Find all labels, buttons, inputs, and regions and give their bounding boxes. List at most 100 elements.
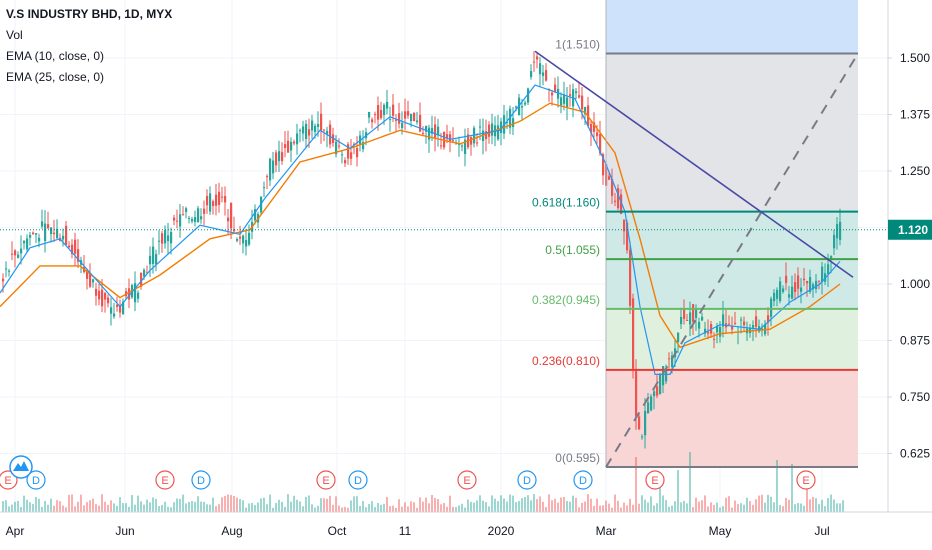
dividend-marker[interactable] <box>26 470 46 490</box>
volume-bar <box>785 497 787 512</box>
earnings-marker[interactable] <box>645 470 665 490</box>
volume-bar <box>197 496 199 512</box>
candle-body <box>830 256 833 261</box>
candle-body <box>659 373 662 395</box>
volume-bar <box>299 501 301 512</box>
earnings-marker[interactable] <box>796 470 816 490</box>
dividend-marker[interactable] <box>573 470 593 490</box>
volume-bar <box>833 499 835 512</box>
candle-body <box>227 217 230 222</box>
volume-bar <box>605 500 607 512</box>
volume-bar <box>341 507 343 512</box>
fibonacci-levels[interactable]: 1(1.510) 0.618(1.160) 0.5(1.055) 0.382(0.94… <box>0 0 888 469</box>
candle-body <box>419 114 422 132</box>
candle-body <box>203 208 206 214</box>
earnings-marker[interactable] <box>316 470 336 490</box>
volume-bar <box>371 501 373 512</box>
volume-bar <box>653 505 655 512</box>
candle-body <box>164 230 167 244</box>
volume-bar <box>716 502 718 512</box>
trendline-drawing[interactable] <box>534 50 854 278</box>
candle-body <box>314 125 317 132</box>
volume-bar <box>791 464 793 512</box>
candle-body <box>65 225 68 246</box>
legend-ema-25[interactable]: EMA (25, close, 0) <box>6 70 105 84</box>
volume-bar <box>353 496 355 512</box>
candle-body <box>728 323 731 325</box>
volume-bar <box>32 504 34 512</box>
volume-bar <box>416 507 418 512</box>
candle-body <box>374 114 377 116</box>
candle-body <box>788 294 791 298</box>
candle-body <box>296 133 299 145</box>
symbol-title[interactable]: V.S INDUSTRY BHD, 1D, MYX <box>6 7 173 21</box>
earnings-marker[interactable] <box>155 470 175 490</box>
candle-body <box>281 152 284 162</box>
candle-body <box>683 308 686 319</box>
dividend-marker[interactable] <box>517 470 537 490</box>
trendline[interactable] <box>534 50 854 278</box>
volume-bar <box>260 498 262 512</box>
price-tick-label: 1.250 <box>900 164 930 178</box>
volume-bar <box>488 506 490 512</box>
candle-body <box>599 134 602 154</box>
earnings-marker[interactable] <box>457 470 477 490</box>
volume-bar <box>257 502 259 512</box>
volume-bar <box>323 498 325 512</box>
legend-ema-10[interactable]: EMA (10, close, 0) <box>6 49 105 63</box>
candle-body <box>293 141 296 144</box>
dividend-marker[interactable] <box>191 470 211 490</box>
candle-body <box>470 137 473 145</box>
volume-bar <box>104 501 106 512</box>
volume-bars <box>2 452 844 512</box>
last-price-tag[interactable] <box>888 219 932 240</box>
time-tick-label: Apr <box>6 524 25 538</box>
candle-body <box>206 195 209 206</box>
chart-axes[interactable]: 1.500 1.375 1.250 1.000 0.875 0.750 0.625 Apr Ju… <box>0 0 932 538</box>
candle-body <box>797 275 800 289</box>
volume-bar <box>455 507 457 512</box>
candle-body <box>68 245 71 248</box>
candle-body <box>26 238 29 250</box>
candle-body <box>512 118 515 127</box>
volume-bar <box>458 505 460 512</box>
volume-bar <box>662 495 664 512</box>
candle-body <box>722 314 725 327</box>
volume-bar <box>155 498 157 512</box>
fib-level-label: 1(1.510) <box>555 37 600 51</box>
event-marker-label: E <box>4 475 11 487</box>
volume-bar <box>440 504 442 512</box>
candle-body <box>224 195 227 203</box>
legend-volume[interactable]: Vol <box>6 28 23 42</box>
candle-body <box>407 111 410 116</box>
volume-bar <box>401 506 403 512</box>
candle-body <box>5 268 8 270</box>
event-marker-label: E <box>651 475 658 487</box>
candle-body <box>827 264 830 274</box>
volume-bar <box>92 498 94 512</box>
volume-bar <box>620 507 622 512</box>
candle-body <box>716 326 719 333</box>
candle-body <box>770 298 773 317</box>
candle-body <box>524 102 527 105</box>
candle-body <box>356 148 359 158</box>
volume-bar <box>410 501 412 512</box>
candle-body <box>308 129 311 136</box>
volume-bar <box>740 503 742 512</box>
candle-body <box>647 402 650 414</box>
dividend-marker[interactable] <box>348 470 368 490</box>
volume-bar <box>674 501 676 512</box>
volume-bar <box>140 501 142 512</box>
candle-body <box>542 72 545 76</box>
price-tick-label: 1.375 <box>900 108 930 122</box>
candle-body <box>806 281 809 284</box>
earnings-marker[interactable] <box>0 470 18 490</box>
candle-body <box>323 129 326 131</box>
volume-bar <box>77 501 79 512</box>
candle-body <box>395 119 398 121</box>
candle-body <box>671 355 674 368</box>
volume-bar <box>683 500 685 512</box>
volume-bar <box>491 495 493 512</box>
